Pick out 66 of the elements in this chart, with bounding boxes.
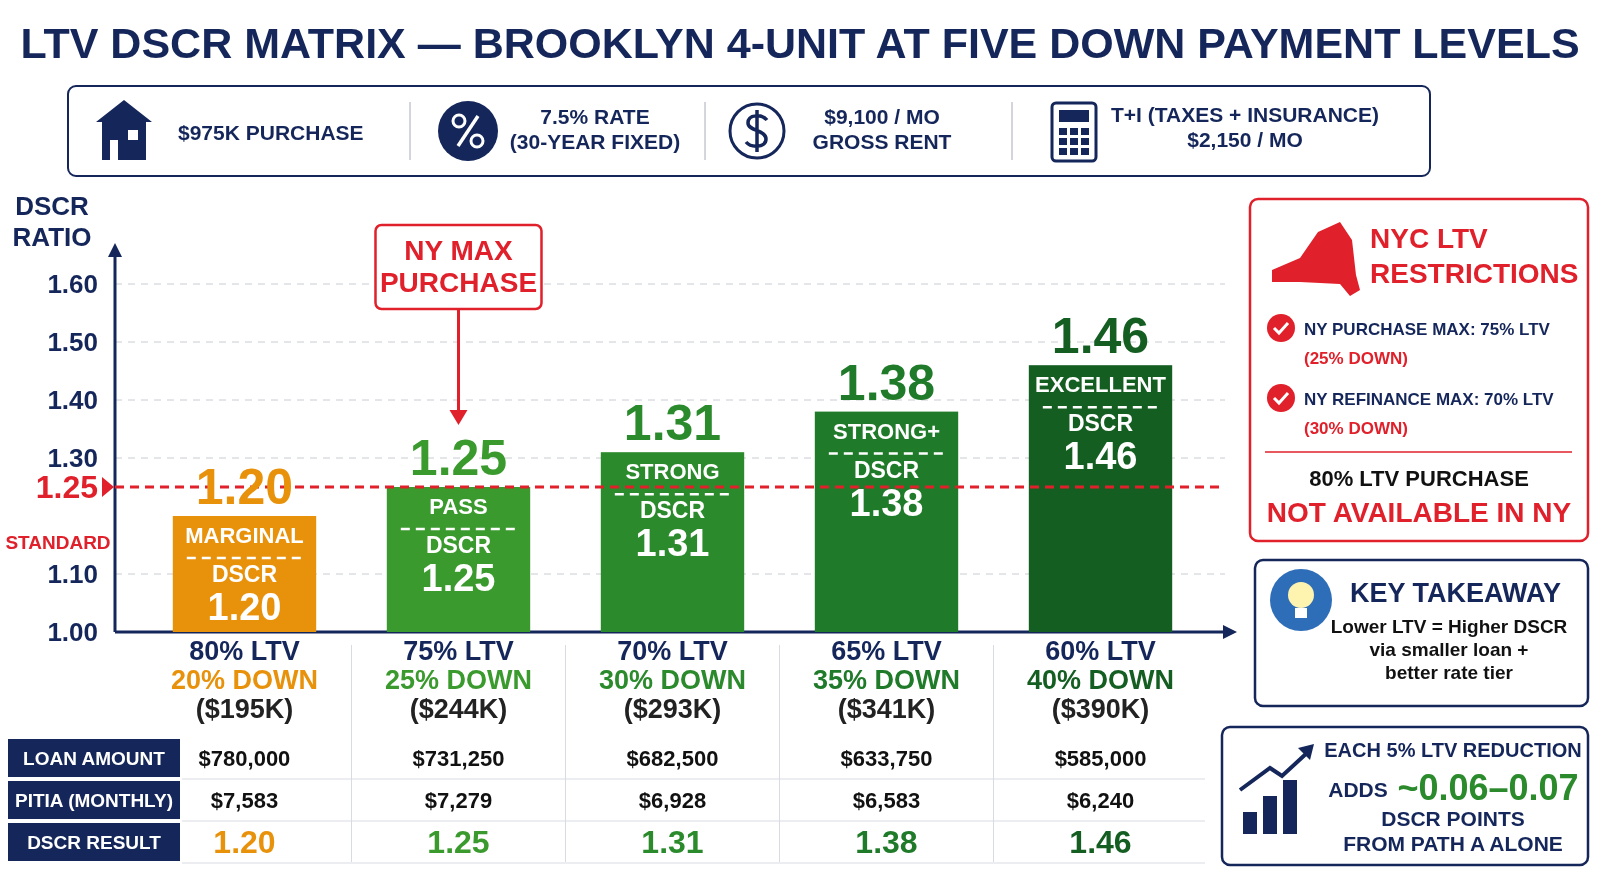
text: LOAN AMOUNT	[23, 748, 166, 769]
x-tick-label: 65% LTV 35% DOWN ($341K)	[812, 636, 961, 724]
annotation: MARGINAL	[185, 523, 304, 548]
text: NY REFINANCE MAX: 70% LTV (30% DOWN)	[1304, 390, 1555, 438]
text: $633,750	[840, 746, 933, 771]
text: $975K PURCHASE	[178, 121, 364, 144]
annotation: 1.31	[635, 522, 710, 565]
annotation: EXCELLENT	[1035, 372, 1167, 398]
text: NY PURCHASE MAX: 75% LTV (25% DOWN)	[1304, 320, 1551, 368]
annotation: DSCR	[425, 532, 492, 558]
text: $6,928	[638, 788, 707, 813]
y-axis-title: DSCR RATIO	[12, 191, 92, 253]
text: $780,000	[198, 746, 291, 771]
annotation: 1.38	[849, 481, 924, 524]
text: ADDS	[1328, 778, 1388, 801]
text: 1.25	[427, 824, 490, 860]
text: $7,583	[210, 788, 279, 813]
annotation: STRONG+	[833, 418, 940, 444]
text: $731,250	[412, 746, 505, 771]
x-tick-label: 60% LTV 40% DOWN ($390K)	[1026, 636, 1175, 724]
text: 1.20	[213, 824, 276, 860]
text: $6,583	[852, 788, 921, 813]
annotation: 1.20	[207, 586, 282, 628]
chart-title: LTV DSCR MATRIX — BROOKLYN 4-UNIT AT FIVE DOWN PAYMENT LEVELS	[20, 19, 1580, 67]
text: NYC LTV RESTRICTIONS	[1370, 223, 1579, 289]
data-label: 1.38	[837, 354, 936, 411]
text: KEY TAKEAWAY	[1350, 578, 1562, 608]
y-tick-label: 1.60	[47, 269, 98, 299]
text: $585,000	[1054, 746, 1147, 771]
annotation: DSCR	[1067, 410, 1134, 437]
annotation: 1.46	[1063, 435, 1138, 478]
y-tick-label: 1.10	[47, 559, 98, 589]
data-label: 1.20	[195, 459, 294, 515]
data-label: 1.25	[409, 430, 508, 486]
annotation: 1.25	[421, 557, 496, 599]
text: NOT AVAILABLE IN NY	[1266, 497, 1572, 528]
text: $7,279	[424, 788, 493, 813]
text: $682,500	[626, 746, 719, 771]
annotation: DSCR	[639, 497, 706, 524]
x-tick-label: 80% LTV 20% DOWN ($195K)	[170, 636, 319, 724]
annotation: NY MAX PURCHASE	[379, 235, 538, 299]
x-tick-label: 70% LTV 30% DOWN ($293K)	[598, 636, 747, 724]
text: 1.46	[1069, 824, 1132, 860]
text: DSCR RESULT	[27, 832, 162, 853]
annotation: STRONG	[625, 459, 720, 485]
text: PITIA (MONTHLY)	[15, 790, 173, 811]
text: $9,100 / MO GROSS RENT	[812, 105, 952, 154]
text: $6,240	[1066, 788, 1135, 813]
y-tick-label: 1.40	[47, 385, 98, 415]
data-label: 1.31	[623, 395, 722, 452]
annotation: DSCR	[853, 456, 920, 483]
annotation: PASS	[429, 494, 488, 519]
text: Lower LTV = Higher DSCR via smaller loan + better rate tier	[1330, 616, 1568, 684]
y-tick-label: 1.50	[47, 327, 98, 357]
text: 7.5% RATE (30-YEAR FIXED)	[509, 105, 681, 154]
x-tick-label: 75% LTV 25% DOWN ($244K)	[384, 636, 533, 724]
text: T+I (TAXES + INSURANCE) $2,150 / MO	[1111, 103, 1379, 152]
text: 80% LTV PURCHASE	[1309, 466, 1529, 491]
text: EACH 5% LTV REDUCTION	[1324, 739, 1582, 761]
text: ~0.06–0.07	[1397, 767, 1579, 808]
annotation: DSCR	[211, 561, 278, 587]
text: DSCR POINTS FROM PATH A ALONE	[1343, 807, 1563, 856]
text: 1.31	[641, 824, 704, 860]
text: 1.38	[855, 824, 918, 860]
y-tick-label: 1.00	[47, 617, 98, 647]
data-label: 1.46	[1051, 308, 1150, 365]
